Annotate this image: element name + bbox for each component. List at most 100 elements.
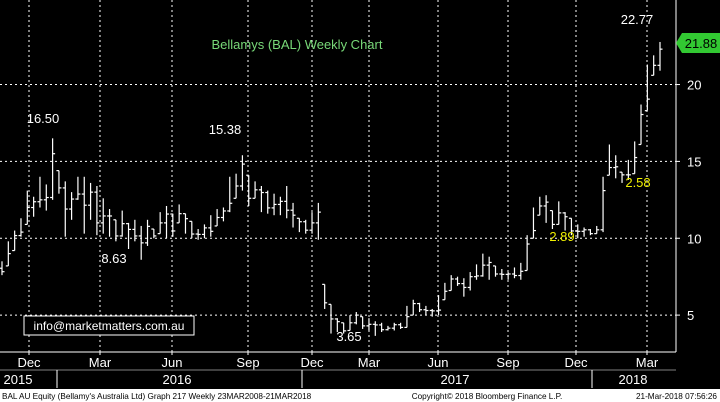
price-bar	[632, 141, 638, 175]
price-bar	[366, 318, 372, 331]
y-tick-label: 10	[687, 231, 701, 246]
price-bar	[404, 305, 410, 329]
price-bar	[88, 182, 94, 220]
annotation-2-89: 2.89	[549, 229, 574, 244]
price-bar	[524, 235, 530, 272]
y-tick-layer: 5 10 15 20	[676, 78, 701, 323]
price-bar	[511, 267, 517, 279]
price-bar	[480, 253, 486, 277]
price-bar	[417, 302, 423, 313]
x-month-label: Sep	[236, 355, 259, 370]
annotation-2-58: 2.58	[625, 175, 650, 190]
price-bar	[486, 256, 492, 280]
price-bar	[353, 312, 359, 325]
price-bar	[252, 181, 258, 199]
price-bar	[69, 192, 75, 220]
price-bar	[62, 181, 68, 237]
price-bar	[385, 325, 391, 331]
price-bar	[75, 176, 81, 200]
price-bar	[657, 41, 663, 71]
price-bar	[568, 217, 574, 236]
x-month-label: Jun	[428, 355, 449, 370]
price-bar	[271, 193, 277, 216]
price-bar	[12, 230, 18, 252]
x-month-label: Jun	[162, 355, 183, 370]
price-bar	[100, 198, 106, 234]
price-bar	[258, 185, 264, 213]
y-tick-label: 5	[687, 308, 694, 323]
annotation-16-50: 16.50	[27, 111, 60, 126]
x-month-label: Mar	[636, 355, 659, 370]
price-bar	[284, 185, 290, 219]
price-bar	[24, 190, 30, 226]
price-bar	[423, 305, 429, 316]
price-bar	[239, 155, 245, 191]
price-bar	[113, 219, 119, 242]
y-tick-label: 15	[687, 154, 701, 169]
price-bar	[322, 283, 328, 309]
price-bar	[575, 224, 581, 239]
price-bar	[372, 321, 378, 336]
price-bar	[530, 207, 536, 239]
price-bar	[189, 220, 195, 239]
x-year-label: 2017	[441, 372, 470, 387]
last-price-tag: 21.88	[676, 33, 720, 53]
price-bar	[493, 265, 498, 277]
price-bar	[81, 176, 87, 234]
x-month-label: Dec	[564, 355, 588, 370]
footer-right: 21-Mar-2018 07:56:26	[636, 392, 717, 401]
price-bar	[549, 209, 555, 230]
x-year-label: 2015	[4, 372, 33, 387]
price-bar	[644, 64, 650, 112]
price-bar	[543, 195, 549, 223]
price-bar	[341, 322, 347, 334]
price-bar	[50, 138, 56, 200]
price-bar	[208, 215, 214, 237]
price-bar	[31, 196, 37, 217]
price-bar	[518, 262, 524, 280]
price-bar	[94, 185, 100, 236]
x-month-label: Sep	[496, 355, 519, 370]
price-bar	[328, 303, 334, 334]
price-bar	[296, 217, 302, 233]
price-bar	[145, 219, 151, 246]
price-bar	[107, 209, 113, 237]
footer-left: BAL AU Equity (Bellamy's Australia Ltd) …	[2, 392, 312, 401]
annotation-3-65: 3.65	[336, 329, 361, 344]
price-bar	[220, 207, 226, 222]
price-bar	[0, 261, 5, 276]
price-bar	[265, 190, 271, 214]
price-bar	[410, 299, 416, 316]
price-bar	[638, 104, 644, 146]
price-bar	[613, 155, 619, 179]
price-bar	[214, 209, 220, 227]
price-bar	[455, 276, 461, 286]
price-bar	[461, 278, 467, 297]
price-bar	[442, 282, 448, 301]
price-bar	[138, 225, 144, 260]
footer-center: Copyright© 2018 Bloomberg Finance L.P.	[412, 392, 563, 401]
price-bar	[467, 272, 473, 291]
last-price-label: 21.88	[685, 36, 718, 51]
annotation-22-77: 22.77	[621, 12, 654, 27]
price-bar	[43, 184, 49, 211]
price-bar	[309, 212, 315, 234]
price-bar	[499, 268, 505, 280]
price-bar	[170, 213, 176, 237]
price-bar	[176, 204, 182, 224]
price-bar	[195, 229, 201, 240]
price-bar	[600, 176, 606, 233]
price-bar	[651, 55, 657, 76]
price-bar	[303, 219, 309, 234]
axis-layer	[0, 0, 677, 371]
price-bar	[56, 170, 62, 194]
x-month-label: Mar	[89, 355, 112, 370]
price-bar	[315, 202, 321, 240]
price-bar	[290, 202, 296, 228]
y-tick-label: 20	[687, 78, 701, 93]
annotation-15-38: 15.38	[209, 122, 242, 137]
price-bar	[505, 272, 511, 280]
chart-title: Bellamys (BAL) Weekly Chart	[212, 37, 383, 52]
price-bar	[398, 322, 404, 329]
x-month-label: Dec	[300, 355, 324, 370]
